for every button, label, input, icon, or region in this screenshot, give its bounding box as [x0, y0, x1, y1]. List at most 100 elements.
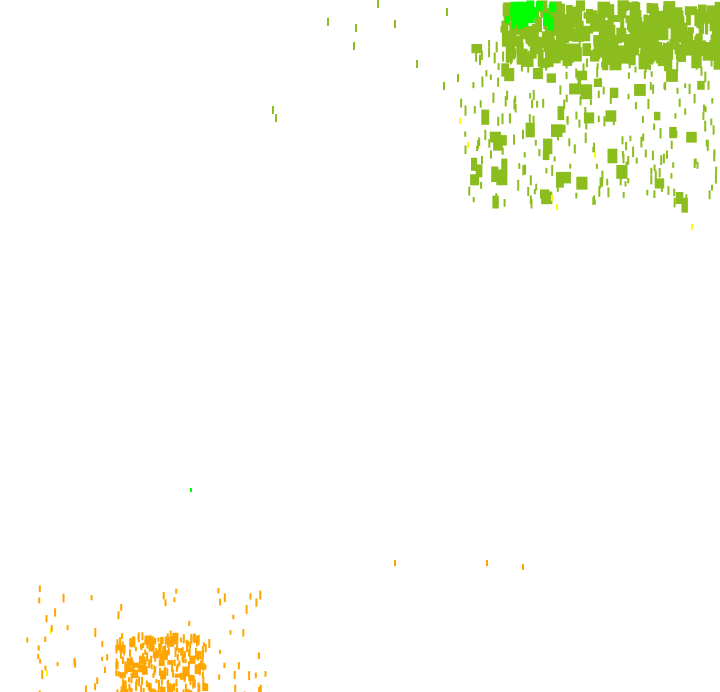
precip-cell: [585, 119, 588, 130]
precip-cell-orange: [157, 650, 160, 657]
precip-cell-orange: [175, 688, 178, 692]
precip-cell: [556, 183, 559, 192]
precip-cell: [668, 64, 671, 74]
precip-cell: [509, 41, 515, 60]
precip-cell-orange: [189, 655, 196, 664]
precip-cell-orange: [149, 683, 152, 692]
precip-cell: [355, 24, 357, 32]
precip-cell: [704, 71, 707, 83]
precip-cell: [575, 111, 578, 120]
precip-cell-orange: [197, 639, 200, 646]
precip-cell-orange: [184, 658, 187, 663]
precip-cell-orange: [38, 690, 41, 692]
precip-cell: [704, 18, 709, 35]
precip-cell: [698, 28, 704, 35]
precip-cell: [711, 98, 714, 104]
precip-cell: [584, 107, 587, 116]
precip-cell-orange: [181, 647, 184, 656]
precip-cell-orange: [140, 643, 143, 649]
precip-cell: [472, 197, 475, 203]
precip-cell: [527, 50, 530, 62]
precip-cell: [673, 197, 676, 208]
precip-cell-green: [190, 488, 192, 492]
precip-cell-orange: [135, 683, 138, 690]
precip-cell: [647, 29, 656, 41]
precip-cell-orange: [129, 649, 131, 657]
precip-cell: [496, 169, 508, 186]
precip-cell-orange: [124, 661, 127, 669]
precip-cell-orange: [123, 680, 126, 689]
precip-cell-orange: [187, 640, 189, 647]
precip-cell: [601, 178, 604, 187]
precip-cell: [491, 166, 499, 183]
precip-cell: [713, 151, 716, 162]
precip-cell-orange: [124, 668, 127, 677]
precip-cell-orange: [249, 593, 252, 600]
precip-cell-orange: [188, 674, 195, 681]
precip-cell: [619, 176, 622, 186]
precip-cell-orange: [196, 635, 198, 642]
precip-cell-orange: [141, 676, 144, 685]
precip-cell: [492, 195, 499, 209]
precip-cell: [596, 66, 599, 78]
precip-cell-orange: [144, 639, 147, 645]
precip-cell: [676, 87, 679, 94]
precip-cell-orange: [223, 662, 226, 669]
precip-cell-orange: [160, 637, 163, 642]
precip-cell-orange: [134, 646, 137, 652]
precip-cell-yellow: [459, 118, 461, 124]
precip-cell-orange: [37, 653, 40, 660]
precip-cell: [667, 186, 670, 195]
precip-cell-orange: [152, 688, 155, 692]
precip-cell-orange: [101, 656, 104, 662]
precip-cell-orange: [133, 636, 136, 647]
precip-cell: [579, 96, 582, 106]
precip-cell-orange: [128, 683, 131, 690]
precip-cell-orange: [174, 647, 177, 658]
precip-cell: [628, 48, 636, 66]
precip-cell-orange: [38, 585, 41, 593]
precip-cell: [502, 51, 505, 62]
precip-cell: [472, 82, 475, 89]
precip-cell: [559, 14, 573, 29]
precip-cell: [601, 20, 612, 34]
precip-cell-orange: [150, 688, 153, 692]
precip-cell-orange: [66, 625, 69, 631]
precip-cell: [543, 138, 553, 155]
precip-cell: [527, 40, 530, 47]
precip-cell-orange: [200, 664, 207, 670]
precip-cell-orange: [175, 588, 178, 594]
precip-cell: [715, 166, 718, 174]
precip-cell: [702, 111, 705, 120]
precip-cell: [556, 44, 567, 61]
precip-cell: [575, 192, 578, 199]
precip-cell: [489, 131, 501, 143]
precip-cell-yellow: [46, 670, 48, 676]
precip-cell: [527, 63, 530, 73]
precip-cell: [668, 42, 671, 48]
precip-cell: [635, 157, 638, 164]
precip-cell-orange: [248, 671, 251, 681]
precip-cell-orange: [259, 684, 262, 692]
precip-cell: [531, 99, 534, 109]
precip-cell: [706, 139, 709, 151]
precip-cell: [497, 116, 500, 126]
precip-cell: [553, 49, 556, 59]
precip-cell: [575, 0, 585, 12]
precip-cell: [714, 173, 717, 184]
precip-cell-orange: [146, 635, 149, 644]
precip-cell: [650, 71, 653, 77]
precip-cell: [495, 135, 507, 146]
precip-cell-orange: [176, 654, 179, 661]
precip-cell: [551, 165, 554, 176]
precip-cell: [608, 40, 611, 49]
precip-cell: [694, 158, 697, 165]
precip-cell: [691, 53, 702, 69]
precip-cell: [710, 118, 713, 126]
precip-cell: [519, 28, 527, 40]
precip-cell-orange: [186, 690, 193, 692]
precip-cell-orange: [202, 642, 205, 647]
precip-cell: [647, 99, 650, 110]
precip-cell: [650, 46, 663, 59]
